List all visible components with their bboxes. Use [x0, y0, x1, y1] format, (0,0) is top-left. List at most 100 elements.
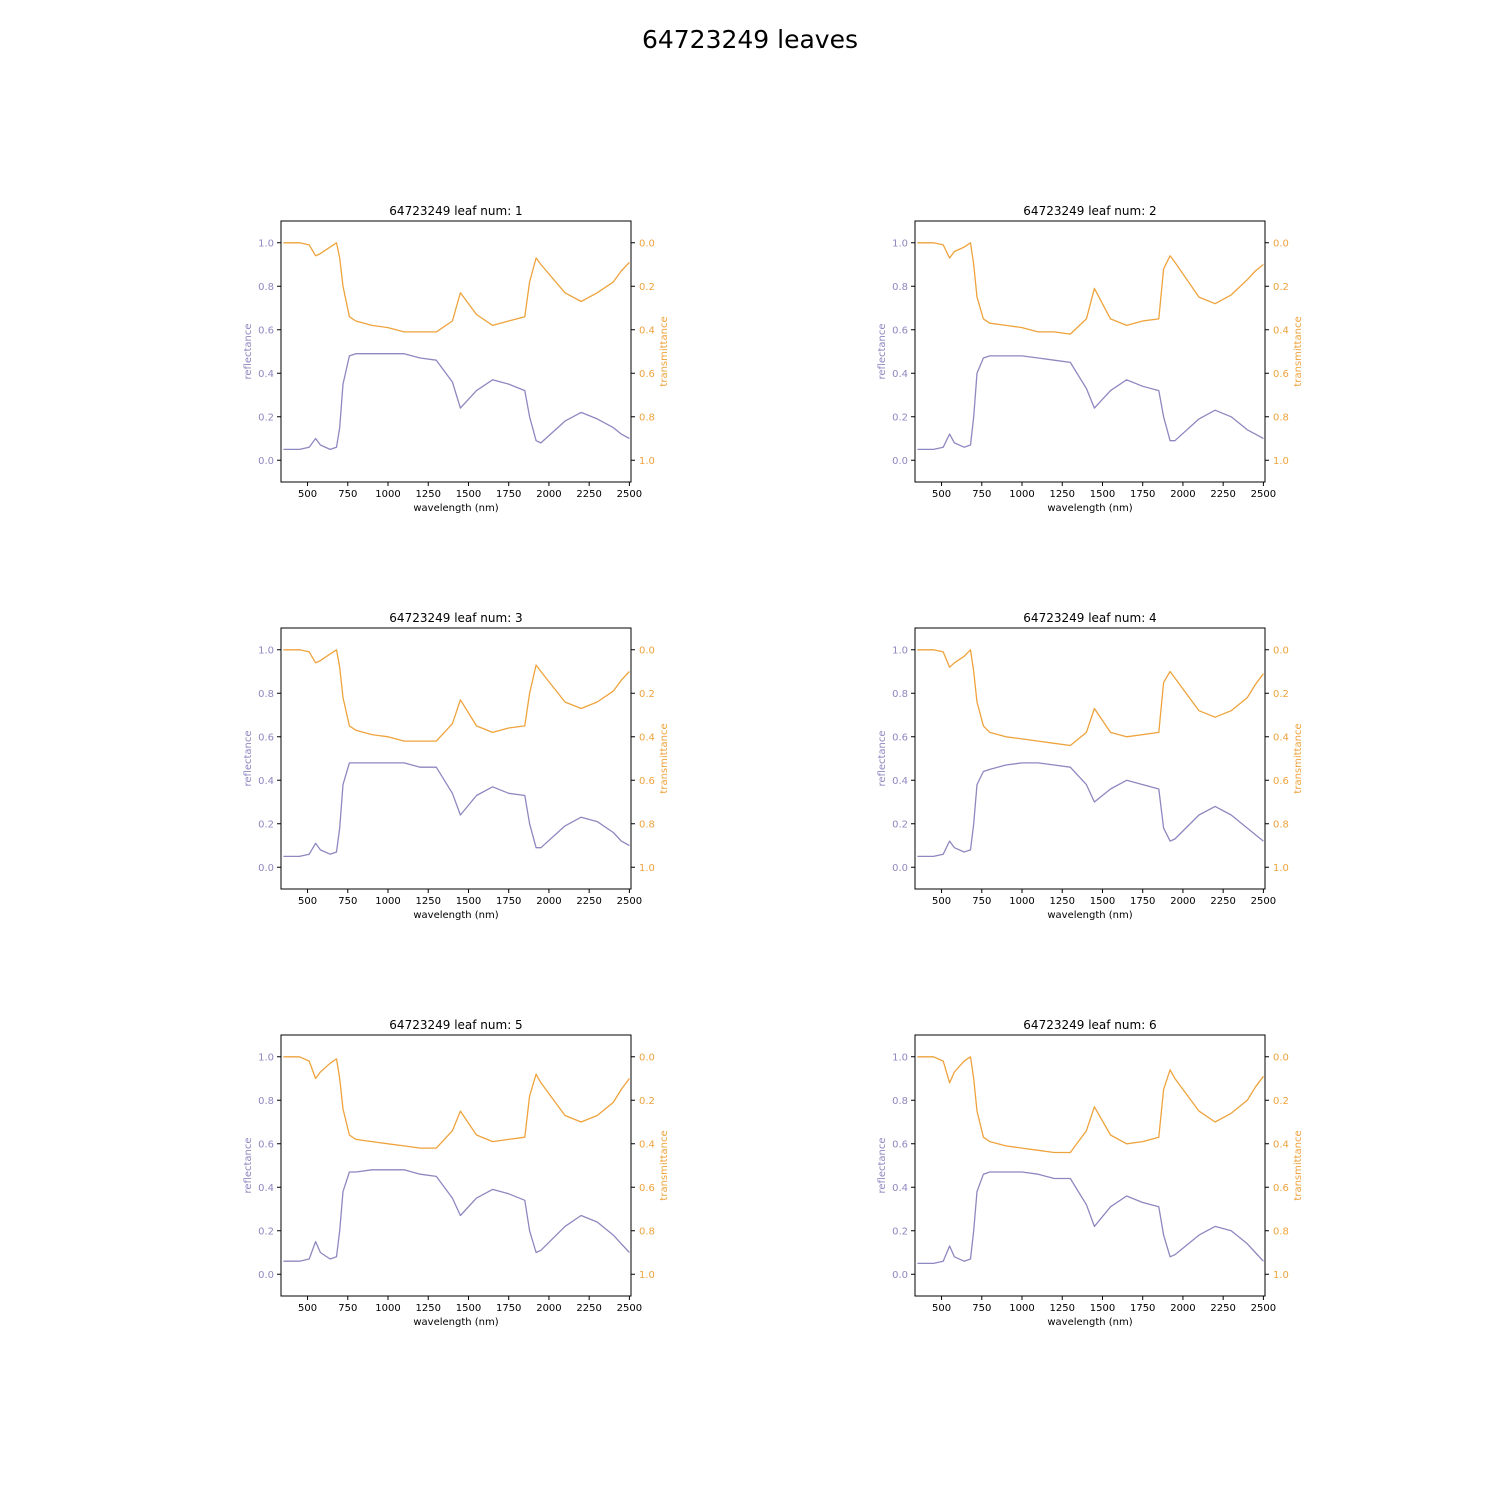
reflectance-line	[917, 355, 1264, 451]
y-tick-label: 0.6	[892, 732, 908, 743]
y-tick-label: 1.0	[258, 645, 274, 656]
x-tick-label: 2250	[576, 489, 601, 500]
y2-tick-label: 0.2	[639, 1096, 655, 1107]
x-tick-label: 2250	[1210, 1303, 1235, 1314]
x-tick-label: 500	[298, 896, 317, 907]
x-tick-label: 1500	[1090, 896, 1115, 907]
y-tick-label: 0.2	[892, 412, 908, 423]
y2-tick-label: 0.2	[1273, 1096, 1289, 1107]
transmittance-line	[917, 1056, 1264, 1154]
y-tick-label: 0.6	[892, 1139, 908, 1150]
y2-axis-label: transmittance	[659, 316, 670, 386]
x-tick-label: 2250	[1210, 896, 1235, 907]
figure-title: 64723249 leaves	[642, 25, 858, 54]
subplot-title: 64723249 leaf num: 2	[1023, 204, 1156, 218]
transmittance-line	[917, 242, 1264, 335]
reflectance-line	[283, 762, 630, 858]
y-axis-label: reflectance	[877, 730, 888, 786]
x-tick-label: 1750	[1130, 896, 1155, 907]
subplot-5: 64723249 leaf num: 5 500 750 1000 1250 1500 17…	[243, 1018, 670, 1328]
y2-tick-label: 0.0	[639, 238, 655, 249]
x-tick-label: 1250	[416, 896, 441, 907]
x-tick-label: 1250	[1050, 1303, 1075, 1314]
subplot-title: 64723249 leaf num: 3	[389, 611, 522, 625]
y-tick-label: 1.0	[258, 238, 274, 249]
y2-tick-label: 0.8	[639, 819, 655, 830]
y2-axis-label: transmittance	[1293, 316, 1304, 386]
y-tick-label: 0.0	[258, 863, 274, 874]
x-tick-label: 1250	[416, 1303, 441, 1314]
x-tick-label: 2500	[617, 489, 642, 500]
y2-tick-label: 1.0	[639, 1270, 655, 1281]
y-tick-label: 0.4	[258, 1183, 274, 1194]
x-tick-label: 2500	[1251, 896, 1276, 907]
y2-tick-label: 0.8	[639, 412, 655, 423]
x-tick-label: 1000	[1009, 896, 1034, 907]
subplot-6: 64723249 leaf num: 6 500 750 1000 1250 1500 17…	[877, 1018, 1304, 1328]
subplot-4: 64723249 leaf num: 4 500 750 1000 1250 1500 17…	[877, 611, 1304, 921]
x-tick-label: 1500	[1090, 1303, 1115, 1314]
y2-axis-label: transmittance	[659, 723, 670, 793]
y-tick-label: 0.2	[258, 819, 274, 830]
x-tick-label: 2000	[1170, 896, 1195, 907]
axes-frame	[914, 1034, 1266, 1297]
y2-tick-label: 1.0	[639, 863, 655, 874]
x-tick-label: 1750	[1130, 489, 1155, 500]
axes-frame	[280, 627, 632, 890]
x-tick-label: 1000	[375, 1303, 400, 1314]
y2-tick-label: 0.6	[1273, 1183, 1289, 1194]
y-tick-label: 0.6	[258, 325, 274, 336]
y-tick-label: 0.8	[892, 689, 908, 700]
y2-tick-label: 0.4	[1273, 325, 1289, 336]
y2-tick-label: 0.2	[639, 282, 655, 293]
x-tick-label: 1500	[456, 896, 481, 907]
y-tick-label: 0.0	[892, 456, 908, 467]
x-tick-label: 500	[932, 489, 951, 500]
x-tick-label: 500	[298, 1303, 317, 1314]
reflectance-line	[917, 1171, 1264, 1265]
x-tick-label: 1000	[375, 489, 400, 500]
y-tick-label: 0.2	[892, 1226, 908, 1237]
y2-tick-label: 1.0	[1273, 456, 1289, 467]
reflectance-line	[283, 353, 630, 451]
transmittance-line	[283, 1056, 630, 1149]
y-tick-label: 0.4	[892, 369, 908, 380]
y-tick-label: 0.2	[892, 819, 908, 830]
y-tick-label: 0.8	[892, 1096, 908, 1107]
y2-tick-label: 0.0	[1273, 1052, 1289, 1063]
x-tick-label: 750	[338, 489, 357, 500]
x-tick-label: 2000	[1170, 489, 1195, 500]
x-tick-label: 2500	[1251, 1303, 1276, 1314]
y-tick-label: 0.4	[258, 369, 274, 380]
y-axis-label: reflectance	[877, 1137, 888, 1193]
axes-frame	[914, 627, 1266, 890]
x-tick-label: 500	[298, 489, 317, 500]
y-tick-label: 0.8	[892, 282, 908, 293]
x-tick-label: 500	[932, 1303, 951, 1314]
x-tick-label: 2000	[536, 489, 561, 500]
y-tick-label: 0.4	[258, 776, 274, 787]
y2-tick-label: 0.8	[1273, 819, 1289, 830]
y-tick-label: 0.8	[258, 689, 274, 700]
subplot-title: 64723249 leaf num: 1	[389, 204, 522, 218]
x-tick-label: 1500	[456, 1303, 481, 1314]
x-axis-label: wavelength (nm)	[413, 503, 498, 514]
x-axis-label: wavelength (nm)	[1047, 503, 1132, 514]
y2-tick-label: 0.2	[639, 689, 655, 700]
x-tick-label: 750	[972, 896, 991, 907]
y2-tick-label: 0.2	[1273, 689, 1289, 700]
y-axis-label: reflectance	[877, 323, 888, 379]
y2-tick-label: 0.6	[639, 1183, 655, 1194]
y-tick-label: 0.0	[258, 456, 274, 467]
x-tick-label: 750	[972, 489, 991, 500]
x-tick-label: 2000	[536, 896, 561, 907]
y-axis-label: reflectance	[243, 730, 254, 786]
y-tick-label: 0.0	[892, 863, 908, 874]
y2-tick-label: 0.4	[639, 325, 655, 336]
x-tick-label: 2500	[617, 1303, 642, 1314]
x-tick-label: 1250	[416, 489, 441, 500]
y-tick-label: 0.2	[258, 1226, 274, 1237]
y2-tick-label: 0.2	[1273, 282, 1289, 293]
x-tick-label: 1750	[496, 896, 521, 907]
y2-tick-label: 1.0	[639, 456, 655, 467]
